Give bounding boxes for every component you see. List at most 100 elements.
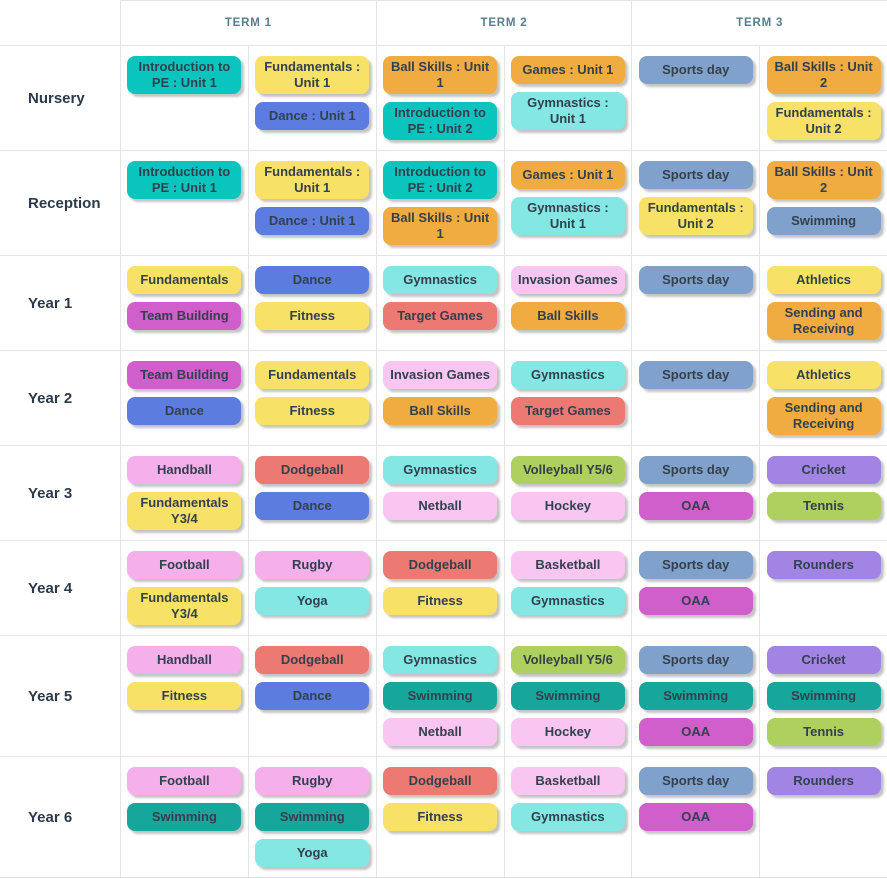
unit-chip[interactable]: OAA	[638, 803, 753, 831]
unit-chip[interactable]: Ball Skills : Unit 2	[766, 161, 881, 199]
unit-chip[interactable]: Fitness	[127, 682, 242, 710]
unit-chip[interactable]: Yoga	[255, 839, 370, 867]
unit-chip[interactable]: Rugby	[255, 767, 370, 795]
unit-chip[interactable]: Fundamentals	[127, 266, 242, 294]
unit-chip[interactable]: Sports day	[638, 266, 753, 294]
unit-chip[interactable]: Cricket	[766, 646, 881, 674]
unit-chip[interactable]: Netball	[383, 718, 498, 746]
unit-chip[interactable]: Football	[127, 767, 242, 795]
unit-chip[interactable]: Target Games	[383, 302, 498, 330]
unit-chip[interactable]: Sports day	[638, 551, 753, 579]
unit-chip[interactable]: Football	[127, 551, 242, 579]
unit-chip[interactable]: Fundamentals : Unit 1	[255, 161, 370, 199]
unit-chip[interactable]: Gymnastics	[383, 646, 498, 674]
unit-chip[interactable]: Introduction to PE : Unit 2	[383, 102, 498, 140]
unit-chip[interactable]: Handball	[127, 646, 242, 674]
unit-chip[interactable]: Rounders	[766, 551, 881, 579]
unit-chip[interactable]: Gymnastics : Unit 1	[510, 197, 625, 235]
unit-chip[interactable]: Fundamentals : Unit 2	[766, 102, 881, 140]
unit-chip[interactable]: Rounders	[766, 767, 881, 795]
unit-chip-label: Introduction to PE : Unit 1	[138, 164, 231, 195]
unit-chip[interactable]: Tennis	[766, 492, 881, 520]
unit-chip[interactable]: Basketball	[510, 551, 625, 579]
unit-chip[interactable]: Ball Skills	[510, 302, 625, 330]
unit-chip[interactable]: Volleyball Y5/6	[510, 456, 625, 484]
unit-chip[interactable]: OAA	[638, 587, 753, 615]
unit-chip[interactable]: Dance : Unit 1	[255, 102, 370, 130]
unit-chip-label: Handball	[156, 652, 212, 667]
unit-chip[interactable]: Swimming	[383, 682, 498, 710]
unit-chip[interactable]: Yoga	[255, 587, 370, 615]
unit-chip[interactable]: Swimming	[766, 207, 881, 235]
cell: Dodgeball Fitness	[375, 756, 504, 878]
unit-chip[interactable]: Hockey	[510, 718, 625, 746]
unit-chip[interactable]: Introduction to PE : Unit 1	[127, 56, 242, 94]
unit-chip[interactable]: Sports day	[638, 161, 753, 189]
unit-chip[interactable]: Gymnastics : Unit 1	[510, 92, 625, 130]
cell: Dance Fitness	[247, 255, 376, 350]
unit-chip[interactable]: Tennis	[766, 718, 881, 746]
unit-chip[interactable]: Fundamentals Y3/4	[127, 587, 242, 625]
unit-chip[interactable]: Swimming	[255, 803, 370, 831]
unit-chip[interactable]: Athletics	[766, 266, 881, 294]
unit-chip[interactable]: OAA	[638, 492, 753, 520]
unit-chip[interactable]: Introduction to PE : Unit 2	[383, 161, 498, 199]
unit-chip[interactable]: Gymnastics	[510, 361, 625, 389]
unit-chip[interactable]: Sports day	[638, 56, 753, 84]
cell: Invasion Games Ball Skills	[503, 255, 632, 350]
unit-chip[interactable]: Hockey	[510, 492, 625, 520]
unit-chip[interactable]: Swimming	[766, 682, 881, 710]
unit-chip[interactable]: Fundamentals : Unit 2	[638, 197, 753, 235]
unit-chip[interactable]: Invasion Games	[510, 266, 625, 294]
unit-chip[interactable]: Fundamentals	[255, 361, 370, 389]
unit-chip[interactable]: Sports day	[638, 456, 753, 484]
unit-chip[interactable]: Fundamentals : Unit 1	[255, 56, 370, 94]
unit-chip[interactable]: Cricket	[766, 456, 881, 484]
unit-chip[interactable]: Dodgeball	[383, 767, 498, 795]
cell: Introduction to PE : Unit 1	[120, 45, 248, 150]
unit-chip[interactable]: Basketball	[510, 767, 625, 795]
unit-chip[interactable]: Fitness	[255, 302, 370, 330]
unit-chip[interactable]: Sports day	[638, 646, 753, 674]
unit-chip[interactable]: Rugby	[255, 551, 370, 579]
unit-chip[interactable]: Games : Unit 1	[510, 161, 625, 189]
unit-chip[interactable]: Dance : Unit 1	[255, 207, 370, 235]
unit-chip[interactable]: Gymnastics	[383, 456, 498, 484]
unit-chip[interactable]: Fitness	[255, 397, 370, 425]
unit-chip[interactable]: Sports day	[638, 767, 753, 795]
unit-chip[interactable]: Invasion Games	[383, 361, 498, 389]
unit-chip[interactable]: Handball	[127, 456, 242, 484]
unit-chip[interactable]: Ball Skills : Unit 1	[383, 56, 498, 94]
unit-chip[interactable]: Team Building	[127, 302, 242, 330]
unit-chip[interactable]: Ball Skills : Unit 2	[766, 56, 881, 94]
unit-chip[interactable]: Fitness	[383, 803, 498, 831]
unit-chip[interactable]: OAA	[638, 718, 753, 746]
unit-chip[interactable]: Netball	[383, 492, 498, 520]
unit-chip[interactable]: Games : Unit 1	[510, 56, 625, 84]
unit-chip[interactable]: Dance	[255, 682, 370, 710]
unit-chip[interactable]: Dance	[127, 397, 242, 425]
unit-chip[interactable]: Dodgeball	[383, 551, 498, 579]
unit-chip[interactable]: Gymnastics	[383, 266, 498, 294]
unit-chip[interactable]: Swimming	[510, 682, 625, 710]
unit-chip[interactable]: Fundamentals Y3/4	[127, 492, 242, 530]
unit-chip[interactable]: Introduction to PE : Unit 1	[127, 161, 242, 199]
unit-chip[interactable]: Target Games	[510, 397, 625, 425]
unit-chip[interactable]: Dodgeball	[255, 646, 370, 674]
unit-chip[interactable]: Gymnastics	[510, 587, 625, 615]
unit-chip[interactable]: Volleyball Y5/6	[510, 646, 625, 674]
unit-chip[interactable]: Fitness	[383, 587, 498, 615]
unit-chip[interactable]: Swimming	[127, 803, 242, 831]
unit-chip[interactable]: Sending and Receiving	[766, 302, 881, 340]
unit-chip[interactable]: Ball Skills	[383, 397, 498, 425]
unit-chip[interactable]: Dance	[255, 492, 370, 520]
unit-chip[interactable]: Sending and Receiving	[766, 397, 881, 435]
unit-chip[interactable]: Swimming	[638, 682, 753, 710]
unit-chip[interactable]: Sports day	[638, 361, 753, 389]
unit-chip[interactable]: Athletics	[766, 361, 881, 389]
unit-chip[interactable]: Ball Skills : Unit 1	[383, 207, 498, 245]
unit-chip[interactable]: Dodgeball	[255, 456, 370, 484]
unit-chip[interactable]: Dance	[255, 266, 370, 294]
unit-chip[interactable]: Gymnastics	[510, 803, 625, 831]
unit-chip[interactable]: Team Building	[127, 361, 242, 389]
